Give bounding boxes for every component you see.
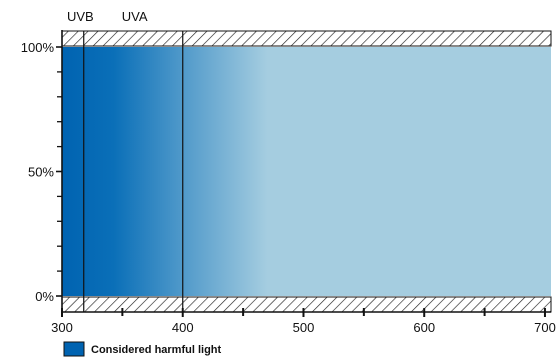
x-tick-label: 700 [534,320,556,335]
legend-swatch [63,341,85,357]
x-tick-label: 600 [413,320,435,335]
legend: Considered harmful light [63,341,222,357]
harmful-light-gradient [62,47,268,296]
band-label: UVB [67,9,94,24]
x-tick-label: 500 [293,320,315,335]
band-label: UVA [122,9,148,24]
y-tick-label: 50% [28,165,54,180]
y-tick-label: 100% [21,40,55,55]
hatched-region-bottom [61,296,552,313]
y-tick-label: 0% [35,289,54,304]
hatched-region-top [61,30,552,47]
x-tick-label: 300 [51,320,73,335]
x-axis-ticks: 300 400 500 600 700 [51,308,556,335]
legend-label: Considered harmful light [91,344,222,356]
y-axis-ticks: 0% 50% 100% [21,40,62,304]
x-tick-label: 400 [172,320,194,335]
band-divider-lines [83,31,184,312]
band-labels: UVB UVA [67,9,148,24]
